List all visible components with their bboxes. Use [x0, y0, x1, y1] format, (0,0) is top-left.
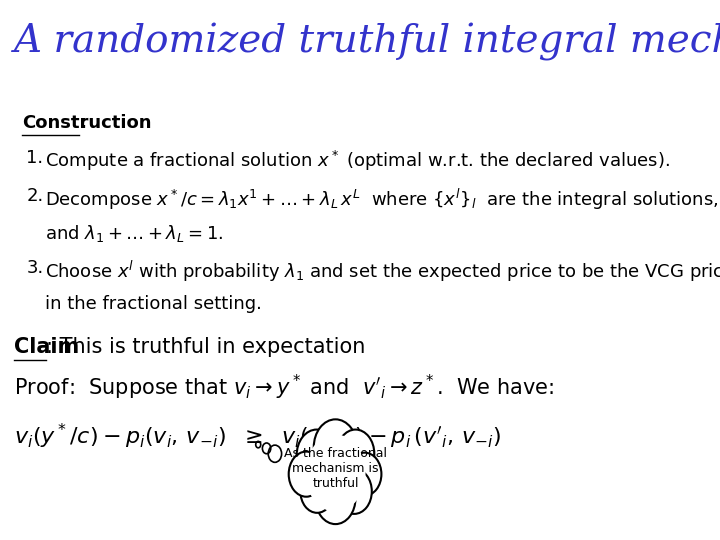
Circle shape — [337, 469, 372, 514]
Circle shape — [314, 420, 357, 475]
Circle shape — [305, 434, 366, 512]
Text: 2.: 2. — [27, 187, 44, 205]
Circle shape — [315, 472, 356, 524]
Text: Compute a fractional solution $x^*$ (optimal w.r.t. the declared values).: Compute a fractional solution $x^*$ (opt… — [45, 149, 670, 173]
Text: Proof:  Suppose that $v_i \rightarrow y^*$ and  $v'_i \rightarrow z^*$.  We have: Proof: Suppose that $v_i \rightarrow y^*… — [14, 373, 554, 402]
Text: and $\lambda_1+\ldots+\lambda_L = 1$.: and $\lambda_1+\ldots+\lambda_L = 1$. — [45, 222, 224, 244]
Circle shape — [300, 470, 334, 513]
Circle shape — [297, 429, 337, 481]
Text: : This is truthful in expectation: : This is truthful in expectation — [47, 337, 366, 357]
Text: A randomized truthful integral mechanism: A randomized truthful integral mechanism — [14, 23, 720, 61]
Text: Decompose $x^*/c = \lambda_1 x^1+\ldots + \lambda_L\, x^L$  where $\{x^l\}_l$  a: Decompose $x^*/c = \lambda_1 x^1+\ldots … — [45, 187, 719, 212]
Text: Construction: Construction — [22, 114, 152, 132]
Text: :: : — [80, 114, 87, 132]
Circle shape — [348, 453, 382, 496]
Text: 3.: 3. — [27, 259, 44, 277]
Text: As the fractional
mechanism is
truthful: As the fractional mechanism is truthful — [284, 447, 387, 490]
Text: in the fractional setting.: in the fractional setting. — [45, 295, 262, 313]
Circle shape — [337, 429, 374, 478]
Text: Claim: Claim — [14, 337, 79, 357]
Circle shape — [289, 451, 324, 497]
Text: Choose $x^l$ with probability $\lambda_1$ and set the expected price to be the V: Choose $x^l$ with probability $\lambda_1… — [45, 259, 720, 285]
Text: $v_i(y^*/c) - p_i(v_i,\, v_{-i})$  $\geq$  $v_i(z^*/c) - p_i\,(v'_i,\, v_{-i})$: $v_i(y^*/c) - p_i(v_i,\, v_{-i})$ $\geq$… — [14, 422, 501, 451]
Text: 1.: 1. — [27, 149, 44, 167]
